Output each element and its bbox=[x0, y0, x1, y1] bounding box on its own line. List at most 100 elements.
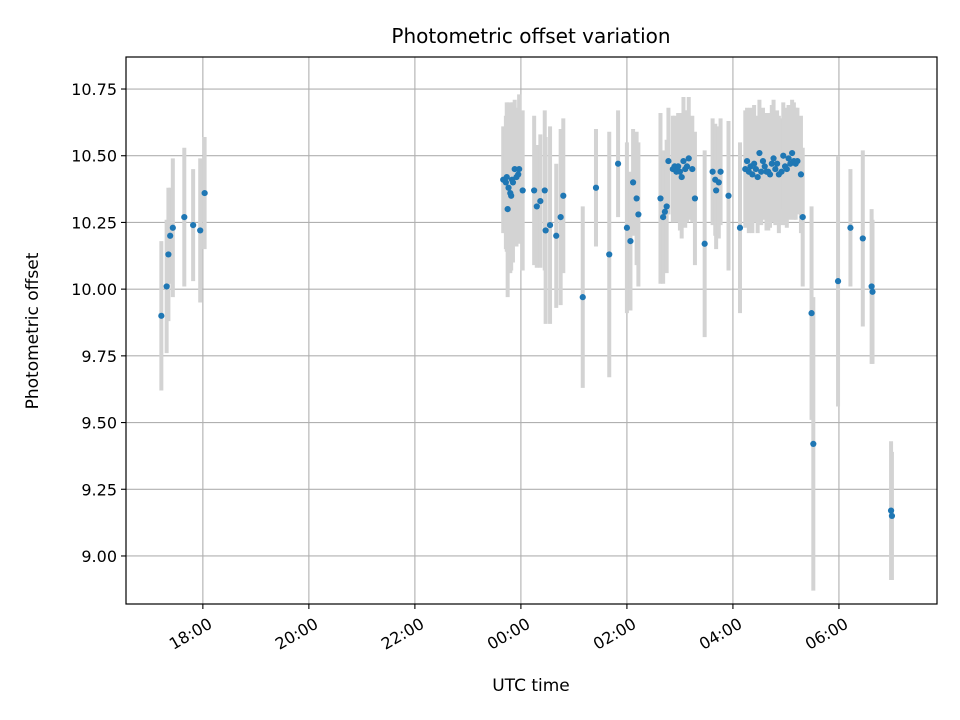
data-point bbox=[663, 203, 670, 210]
data-point bbox=[505, 184, 512, 191]
data-point bbox=[713, 187, 720, 194]
data-point bbox=[516, 165, 523, 173]
data-point bbox=[783, 165, 790, 173]
y-tick-label: 9.25 bbox=[81, 480, 117, 499]
data-point bbox=[859, 235, 866, 242]
data-point bbox=[560, 192, 567, 199]
data-point bbox=[752, 165, 759, 173]
data-points bbox=[158, 149, 896, 520]
data-point bbox=[888, 512, 896, 520]
data-point bbox=[715, 179, 722, 186]
data-point bbox=[749, 171, 756, 178]
data-point bbox=[201, 189, 208, 197]
y-tick-label: 10.50 bbox=[71, 147, 117, 166]
data-point bbox=[592, 184, 600, 191]
data-point bbox=[657, 195, 664, 202]
data-point bbox=[736, 224, 744, 231]
data-point bbox=[761, 163, 768, 170]
data-point bbox=[606, 251, 613, 258]
data-point bbox=[660, 213, 667, 221]
data-point bbox=[163, 283, 170, 290]
data-point bbox=[691, 195, 699, 202]
data-point bbox=[780, 152, 787, 159]
x-axis-label: UTC time bbox=[492, 676, 570, 696]
data-point bbox=[768, 160, 775, 167]
data-point bbox=[834, 278, 842, 285]
data-point bbox=[542, 227, 549, 234]
data-point bbox=[614, 160, 622, 167]
data-point bbox=[794, 157, 801, 165]
data-point bbox=[665, 157, 672, 165]
y-tick-label: 9.00 bbox=[81, 547, 117, 566]
data-point bbox=[717, 168, 724, 175]
data-point bbox=[557, 213, 564, 221]
data-point bbox=[541, 187, 548, 194]
y-tick-label: 9.75 bbox=[81, 347, 117, 366]
data-point bbox=[167, 232, 174, 239]
data-point bbox=[509, 179, 517, 186]
data-point bbox=[725, 192, 732, 199]
data-point bbox=[546, 222, 554, 229]
y-tick-label: 9.50 bbox=[81, 414, 117, 433]
data-point bbox=[689, 165, 696, 173]
data-point bbox=[756, 149, 763, 157]
data-point bbox=[661, 208, 668, 215]
data-point bbox=[797, 171, 805, 178]
data-point bbox=[770, 155, 777, 162]
data-point bbox=[759, 157, 767, 165]
data-point bbox=[754, 173, 761, 181]
data-point bbox=[773, 160, 781, 167]
data-point bbox=[683, 163, 691, 170]
data-point bbox=[675, 163, 682, 170]
data-point bbox=[169, 224, 176, 231]
chart-title: Photometric offset variation bbox=[391, 24, 670, 48]
data-point bbox=[165, 251, 172, 258]
data-point bbox=[553, 232, 560, 239]
data-point bbox=[772, 165, 779, 173]
data-point bbox=[504, 205, 511, 213]
data-point bbox=[627, 238, 634, 245]
plot-frame bbox=[125, 56, 938, 605]
data-point bbox=[678, 173, 685, 181]
y-tick-label: 10.25 bbox=[71, 213, 117, 232]
data-point bbox=[808, 310, 815, 317]
data-point bbox=[629, 179, 637, 186]
data-point bbox=[503, 173, 510, 181]
data-point bbox=[847, 224, 854, 231]
data-point bbox=[680, 157, 687, 165]
data-point bbox=[533, 203, 540, 210]
y-tick-label: 10.00 bbox=[71, 280, 117, 299]
data-point bbox=[799, 213, 806, 221]
data-point bbox=[789, 149, 796, 157]
data-point bbox=[158, 312, 165, 319]
data-point bbox=[531, 187, 538, 194]
data-point bbox=[766, 171, 774, 178]
y-axis-label: Photometric offset bbox=[23, 252, 43, 409]
data-point bbox=[190, 222, 197, 229]
data-point bbox=[508, 192, 515, 199]
data-point bbox=[869, 288, 876, 295]
data-point bbox=[635, 211, 642, 218]
data-point bbox=[758, 168, 765, 175]
data-point bbox=[502, 179, 509, 186]
data-point bbox=[676, 168, 684, 175]
data-point bbox=[197, 227, 204, 234]
data-point bbox=[685, 155, 692, 162]
y-tick-label: 10.75 bbox=[71, 80, 117, 99]
data-point bbox=[537, 197, 544, 205]
data-point bbox=[633, 195, 640, 202]
data-point bbox=[778, 168, 785, 175]
data-point bbox=[701, 240, 708, 247]
data-point bbox=[887, 507, 895, 514]
data-point bbox=[519, 187, 526, 194]
data-point bbox=[751, 160, 758, 167]
data-point bbox=[868, 283, 875, 290]
data-point bbox=[743, 157, 751, 165]
data-point bbox=[810, 440, 817, 448]
data-point bbox=[623, 224, 631, 231]
data-point bbox=[511, 165, 518, 173]
data-point bbox=[709, 168, 716, 175]
y-axis-ticks: 9.00 9.25 9.50 9.75 10.00 10.25 10.50 10.75 bbox=[71, 80, 126, 566]
